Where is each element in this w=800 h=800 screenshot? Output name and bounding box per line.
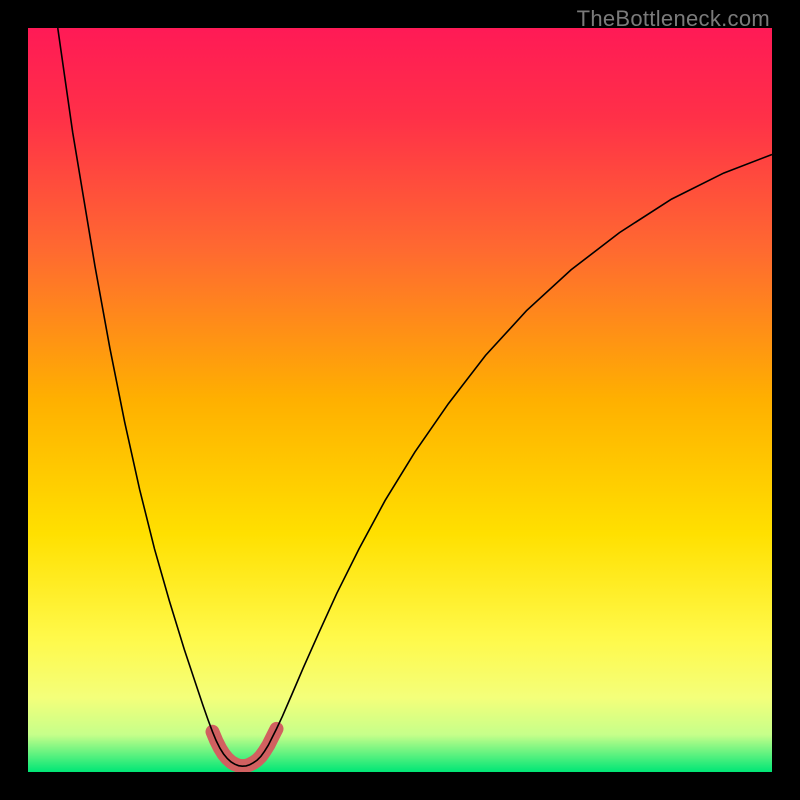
chart-svg — [28, 28, 772, 772]
plot-background — [28, 28, 772, 772]
bottleneck-chart — [28, 28, 772, 772]
